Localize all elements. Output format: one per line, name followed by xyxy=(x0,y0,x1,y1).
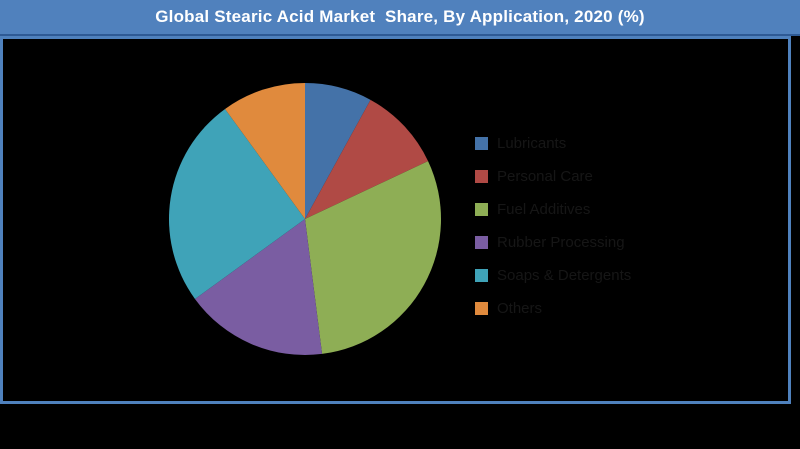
legend-swatch-icon xyxy=(475,203,488,216)
chart-title-bar: Global Stearic Acid Market Share, By App… xyxy=(0,0,800,36)
plot-area: Lubricants Personal Care Fuel Additives Rub… xyxy=(0,36,791,404)
pie-chart-svg xyxy=(168,83,442,356)
legend-label: Rubber Processing xyxy=(497,234,625,251)
pie-chart xyxy=(168,82,442,356)
legend-item-lubricants: Lubricants xyxy=(475,127,631,160)
pie-slice-fuel-additives xyxy=(305,161,442,354)
legend-swatch-icon xyxy=(475,236,488,249)
legend-label: Personal Care xyxy=(497,168,593,185)
legend-swatch-icon xyxy=(475,137,488,150)
pie-slice-rubber-processing xyxy=(194,219,323,356)
legend-label: Soaps & Detergents xyxy=(497,267,632,284)
legend-swatch-icon xyxy=(475,302,488,315)
legend: Lubricants Personal Care Fuel Additives Rub… xyxy=(475,127,631,325)
legend-item-fuel-additives: Fuel Additives xyxy=(475,193,631,226)
pie-slice-personal-care xyxy=(305,99,429,219)
chart-title: Global Stearic Acid Market Share, By App… xyxy=(155,7,645,26)
legend-label: Others xyxy=(497,300,543,317)
legend-item-others: Others xyxy=(475,292,631,325)
legend-item-personal-care: Personal Care xyxy=(475,160,631,193)
legend-item-soaps-detergents: Soaps & Detergents xyxy=(475,259,631,292)
legend-label: Lubricants xyxy=(497,135,567,152)
legend-swatch-icon xyxy=(475,269,488,282)
pie-slice-soaps-detergents xyxy=(168,108,305,299)
legend-label: Fuel Additives xyxy=(497,201,591,218)
legend-item-rubber-processing: Rubber Processing xyxy=(475,226,631,259)
pie-slice-others xyxy=(225,83,305,219)
pie-slice-lubricants xyxy=(305,83,371,219)
legend-swatch-icon xyxy=(475,170,488,183)
